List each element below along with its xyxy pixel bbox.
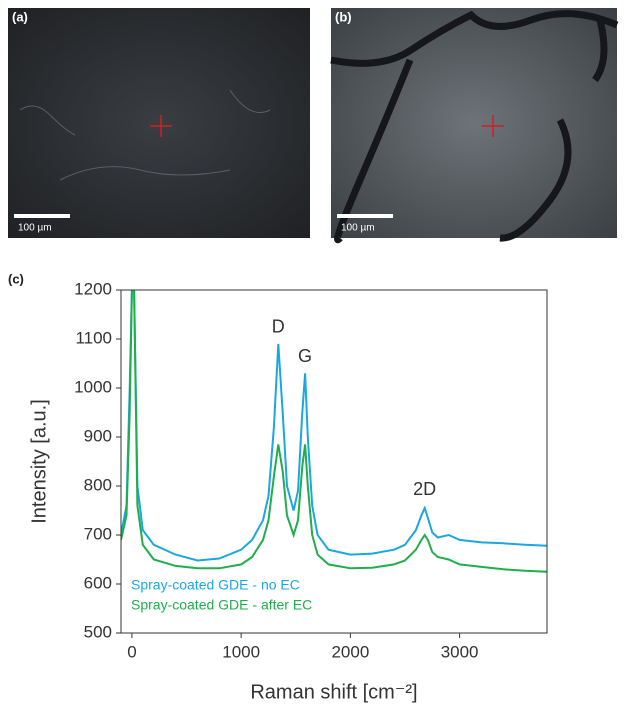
y-tick-label: 1000 [74,377,112,396]
x-tick-label: 3000 [441,642,479,661]
micrograph [8,8,310,238]
scale-bar [337,214,393,218]
figure: 100 µm (a) 100 µm (b) (c) 500 600 700 800 900… [0,0,627,710]
panel-label: (c) [8,271,24,286]
y-tick-label: 800 [84,475,112,494]
scale-bar [14,214,70,218]
y-tick-label: 600 [84,573,112,592]
peak-annotation: G [298,346,312,366]
y-axis-label: Intensity [a.u.] [28,399,50,524]
legend-entry: Spray-coated GDE - no EC [131,577,300,593]
y-tick-label: 700 [84,524,112,543]
panel-label: (b) [335,9,352,24]
data-line [121,290,547,561]
chart: (c) 500 600 700 800 900 1000 1100 1200 0 1000 2000 3… [8,271,547,703]
scale-label: 100 µm [341,223,375,234]
plot-area [121,290,547,572]
y-tick-label: 500 [84,622,112,641]
scale-label: 100 µm [18,223,52,234]
peak-annotation: D [272,317,285,337]
x-axis-label: Raman shift [cm⁻²] [250,681,417,703]
legend-entry: Spray-coated GDE - after EC [131,597,312,613]
panel-a: 100 µm (a) [8,8,310,238]
y-tick-label: 1100 [75,328,112,347]
x-tick-label: 2000 [331,642,369,661]
micrograph [331,8,617,238]
panel-b: 100 µm (b) [331,8,617,240]
data-line [121,290,547,572]
y-tick-label: 1200 [74,279,112,298]
peak-annotation: 2D [413,479,436,499]
x-tick-label: 0 [127,642,136,661]
panel-label: (a) [12,9,28,24]
y-tick-label: 900 [84,426,112,445]
x-tick-label: 1000 [222,642,260,661]
